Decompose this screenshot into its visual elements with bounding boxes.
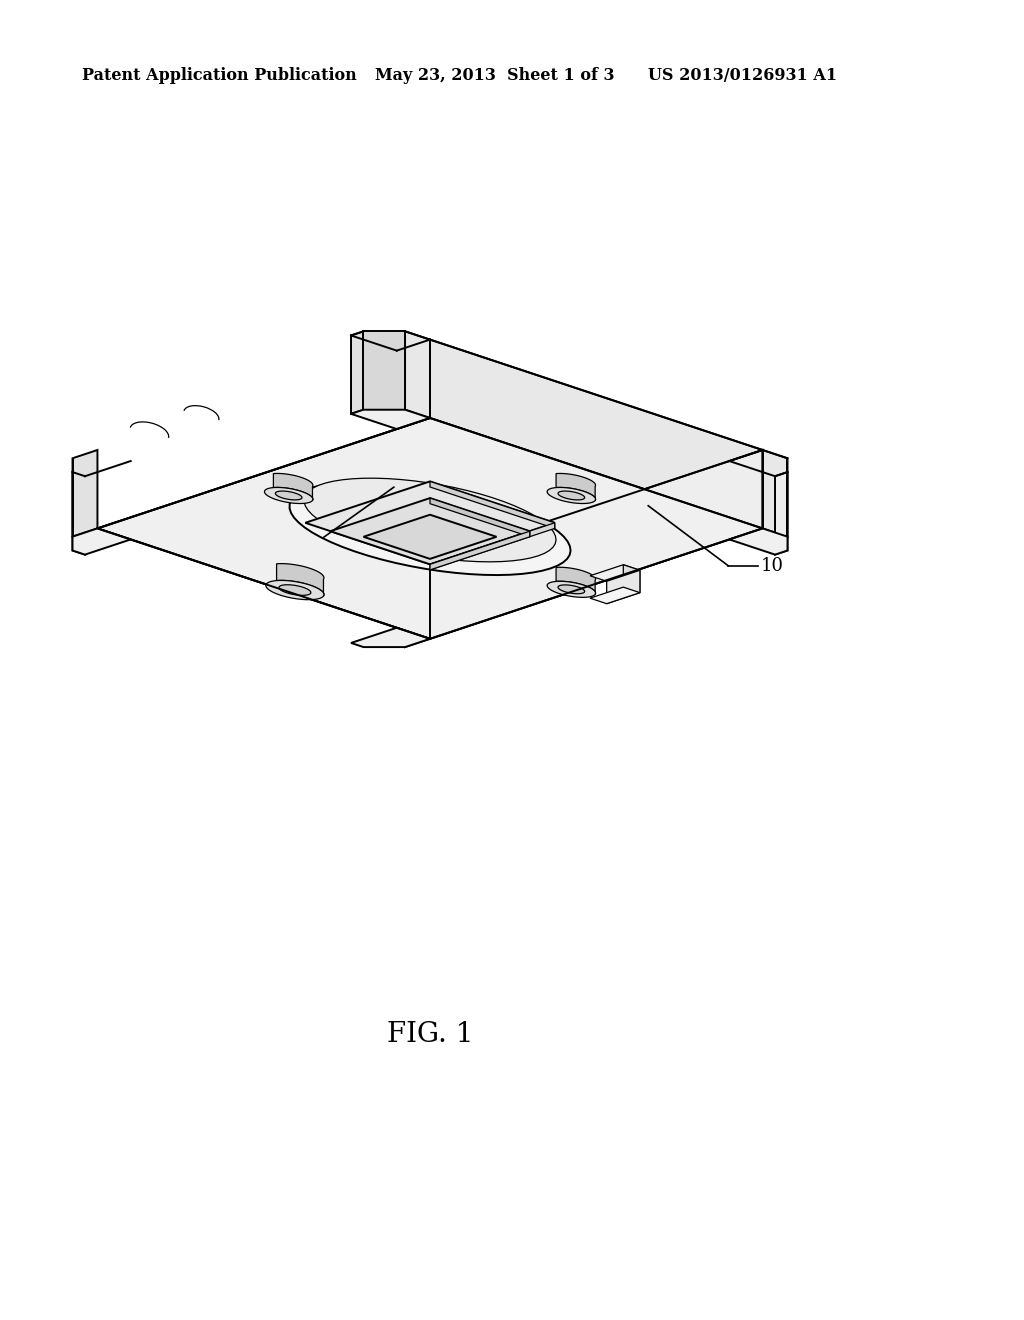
Polygon shape	[590, 587, 640, 603]
Text: Patent Application Publication: Patent Application Publication	[82, 67, 356, 84]
Polygon shape	[364, 515, 497, 558]
Polygon shape	[351, 409, 430, 429]
Polygon shape	[558, 491, 585, 500]
Polygon shape	[763, 450, 787, 537]
Polygon shape	[264, 487, 313, 503]
Polygon shape	[547, 487, 596, 503]
Text: May 23, 2013  Sheet 1 of 3: May 23, 2013 Sheet 1 of 3	[375, 67, 614, 84]
Polygon shape	[351, 628, 430, 647]
Polygon shape	[547, 581, 596, 598]
Polygon shape	[624, 565, 640, 593]
Polygon shape	[73, 473, 85, 554]
Polygon shape	[606, 570, 640, 603]
Polygon shape	[276, 564, 324, 597]
Text: US 2013/0126931 A1: US 2013/0126931 A1	[648, 67, 838, 84]
Polygon shape	[97, 418, 763, 639]
Text: FIG. 1: FIG. 1	[387, 1022, 473, 1048]
Polygon shape	[430, 482, 555, 528]
Polygon shape	[430, 531, 529, 570]
Polygon shape	[430, 339, 763, 528]
Polygon shape	[430, 523, 555, 570]
Polygon shape	[406, 331, 430, 418]
Polygon shape	[290, 482, 570, 576]
Polygon shape	[729, 528, 787, 554]
Text: 10: 10	[761, 557, 784, 574]
Polygon shape	[556, 568, 596, 594]
Polygon shape	[556, 474, 596, 500]
Polygon shape	[775, 473, 787, 554]
Polygon shape	[330, 498, 529, 565]
Polygon shape	[364, 331, 406, 409]
Polygon shape	[406, 561, 430, 647]
Polygon shape	[305, 482, 555, 564]
Polygon shape	[304, 478, 556, 562]
Polygon shape	[590, 565, 640, 581]
Polygon shape	[430, 498, 529, 537]
Polygon shape	[430, 450, 763, 639]
Text: 20: 20	[293, 528, 315, 546]
Polygon shape	[73, 528, 131, 554]
Polygon shape	[558, 585, 585, 594]
Polygon shape	[275, 491, 302, 500]
Polygon shape	[73, 450, 97, 537]
Polygon shape	[279, 585, 311, 595]
Polygon shape	[266, 581, 324, 599]
Polygon shape	[351, 331, 364, 414]
Polygon shape	[273, 474, 313, 500]
